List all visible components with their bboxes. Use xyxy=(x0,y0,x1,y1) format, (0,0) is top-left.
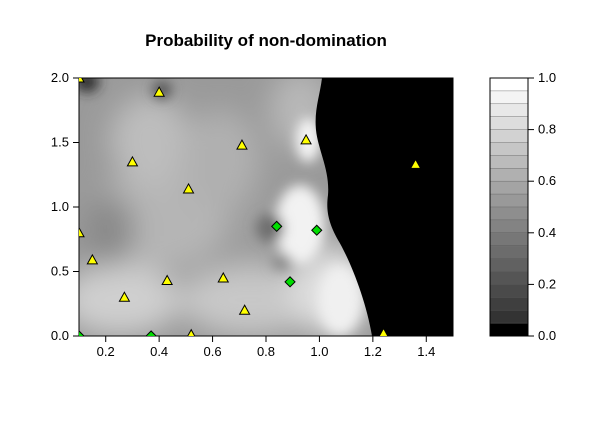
x-tick-label: 1.4 xyxy=(417,344,435,359)
colorbar: 0.0 0.2 0.4 0.6 0.8 1.0 xyxy=(489,70,556,343)
colorbar-band xyxy=(490,310,528,324)
diamond-point xyxy=(284,276,296,288)
triangle-point xyxy=(238,304,251,315)
colorbar-band xyxy=(490,232,528,247)
colorbar-band xyxy=(490,284,528,298)
triangle-point xyxy=(182,182,195,194)
triangle-point xyxy=(86,253,99,265)
colorbar-band xyxy=(490,245,528,260)
triangle-point xyxy=(118,291,131,302)
colorbar-band xyxy=(490,155,528,169)
diamond-point xyxy=(145,330,157,336)
colorbar-band xyxy=(490,297,528,311)
y-tick-label: 1.0 xyxy=(51,199,69,214)
triangle-point xyxy=(126,155,139,167)
triangle-point xyxy=(153,86,165,97)
y-tick-label: 0.5 xyxy=(51,264,69,279)
colorbar-band xyxy=(490,103,528,118)
colorbar-border xyxy=(489,77,529,337)
triangle-point xyxy=(79,226,85,238)
colorbar-tick-label: 0.2 xyxy=(538,276,556,291)
colorbar-tick-label: 0.4 xyxy=(538,225,556,240)
x-tick-label: 0.6 xyxy=(204,344,222,359)
colorbar-band xyxy=(490,168,528,182)
triangle-point xyxy=(300,133,312,145)
colorbar-band xyxy=(490,219,528,234)
colorbar-tick-label: 0.6 xyxy=(538,173,556,188)
x-tick-label: 1.0 xyxy=(310,344,328,359)
colorbar-band xyxy=(490,271,528,285)
diamond-point xyxy=(311,224,323,236)
colorbar-band xyxy=(490,194,528,208)
y-tick-label: 2.0 xyxy=(51,70,69,85)
colorbar-band xyxy=(490,116,528,131)
triangle-point xyxy=(236,139,248,150)
diamond-point xyxy=(79,330,85,336)
colorbar-band xyxy=(490,129,528,143)
colorbar-band xyxy=(490,323,528,337)
heatmap-surface xyxy=(79,78,453,336)
x-tick-label: 1.2 xyxy=(364,344,382,359)
colorbar-band xyxy=(490,258,528,272)
colorbar-tick-label: 0.0 xyxy=(538,328,556,343)
colorbar-band xyxy=(490,90,528,105)
data-markers xyxy=(79,78,422,336)
x-tick-label: 0.4 xyxy=(150,344,168,359)
x-tick-label: 0.2 xyxy=(97,344,115,359)
y-tick-label: 1.5 xyxy=(51,135,69,150)
y-tick-label: 0.0 xyxy=(51,328,69,343)
x-axis: 0.2 0.4 0.6 0.8 1.0 1.2 1.4 xyxy=(97,336,435,359)
triangle-point xyxy=(217,271,230,283)
colorbar-band xyxy=(490,142,528,156)
triangle-point xyxy=(187,328,196,336)
colorbar-tick-label: 0.8 xyxy=(538,122,556,137)
colorbar-band xyxy=(490,181,528,195)
chart-title: Probability of non-domination xyxy=(145,31,387,50)
triangle-point xyxy=(409,158,422,169)
colorbar-band xyxy=(490,78,528,92)
colorbar-band xyxy=(490,207,528,221)
colorbar-tick-label: 1.0 xyxy=(538,70,556,85)
x-tick-label: 0.8 xyxy=(257,344,275,359)
triangle-point xyxy=(378,327,389,336)
diamond-point xyxy=(270,220,283,233)
triangle-point xyxy=(161,274,174,286)
triangle-point xyxy=(79,78,85,83)
y-axis: 0.0 0.5 1.0 1.5 2.0 xyxy=(51,70,79,343)
